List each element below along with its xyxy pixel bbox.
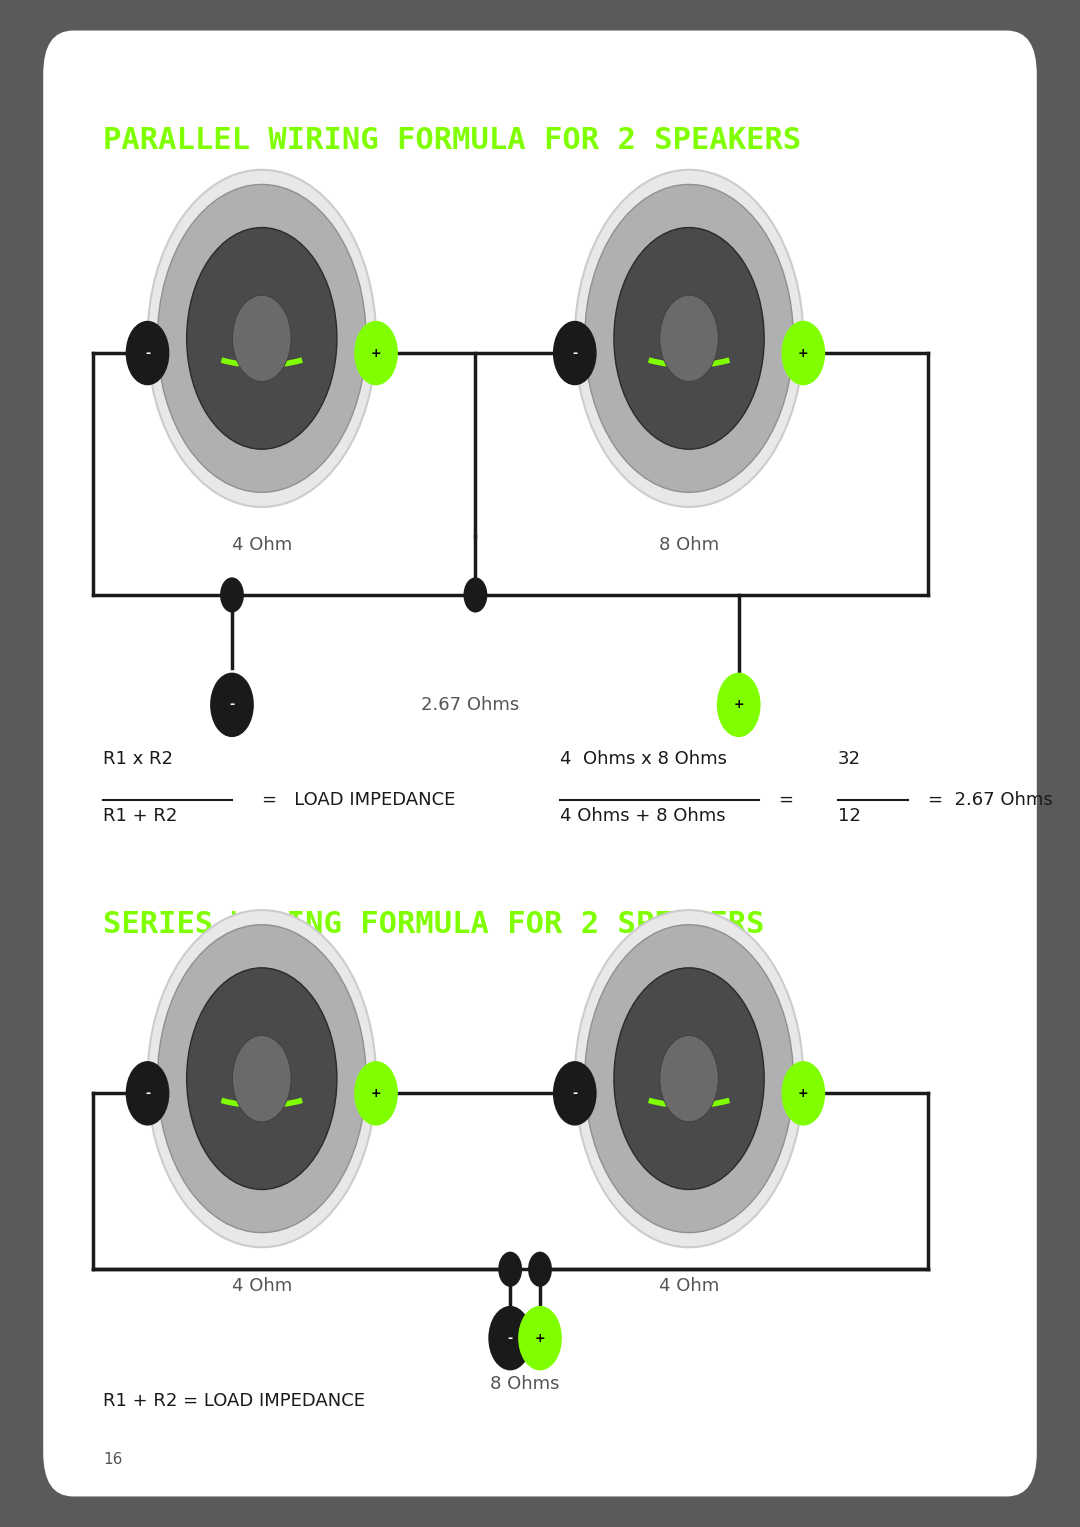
Circle shape [575, 169, 804, 507]
Circle shape [125, 1061, 170, 1125]
Text: 8 Ohms: 8 Ohms [490, 1374, 559, 1393]
Text: +: + [535, 1332, 545, 1345]
Circle shape [782, 1061, 825, 1125]
Circle shape [232, 1035, 291, 1122]
Text: 4  Ohms x 8 Ohms: 4 Ohms x 8 Ohms [559, 750, 727, 768]
Text: +: + [370, 1087, 381, 1099]
Text: =  2.67 Ohms: = 2.67 Ohms [928, 791, 1052, 809]
Text: -: - [229, 698, 234, 712]
Circle shape [518, 1306, 562, 1370]
Circle shape [354, 321, 397, 385]
Text: 12: 12 [838, 808, 861, 826]
Text: -: - [145, 347, 150, 359]
Circle shape [584, 925, 794, 1232]
Circle shape [148, 910, 376, 1248]
Text: +: + [798, 347, 809, 359]
Text: +: + [798, 1087, 809, 1099]
Circle shape [660, 1035, 718, 1122]
Text: =: = [779, 791, 794, 809]
Text: R1 + R2: R1 + R2 [103, 808, 177, 826]
Text: -: - [572, 1087, 578, 1099]
Circle shape [232, 295, 291, 382]
Text: FUSION: FUSION [257, 1046, 267, 1081]
Text: FUSION: FUSION [257, 305, 267, 341]
Circle shape [528, 1252, 552, 1287]
Circle shape [463, 577, 487, 612]
Text: 32: 32 [838, 750, 861, 768]
Circle shape [553, 321, 596, 385]
Text: 4 Ohms + 8 Ohms: 4 Ohms + 8 Ohms [559, 808, 726, 826]
Text: 2.67 Ohms: 2.67 Ohms [421, 696, 519, 713]
Text: =   LOAD IMPEDANCE: = LOAD IMPEDANCE [261, 791, 455, 809]
Circle shape [498, 1252, 522, 1287]
Circle shape [158, 925, 366, 1232]
Circle shape [553, 1061, 596, 1125]
Text: PARALLEL WIRING FORMULA FOR 2 SPEAKERS: PARALLEL WIRING FORMULA FOR 2 SPEAKERS [103, 125, 801, 154]
Circle shape [158, 185, 366, 492]
Circle shape [584, 185, 794, 492]
Text: +: + [733, 698, 744, 712]
Circle shape [187, 228, 337, 449]
Text: R1 + R2 = LOAD IMPEDANCE: R1 + R2 = LOAD IMPEDANCE [103, 1393, 365, 1409]
Circle shape [717, 672, 760, 738]
Text: 4 Ohm: 4 Ohm [232, 536, 292, 554]
Circle shape [660, 295, 718, 382]
Text: FUSION: FUSION [685, 305, 693, 341]
Circle shape [211, 672, 254, 738]
Text: R1 x R2: R1 x R2 [103, 750, 173, 768]
Text: -: - [508, 1332, 513, 1345]
Circle shape [220, 577, 244, 612]
Text: 8 Ohm: 8 Ohm [659, 536, 719, 554]
Circle shape [782, 321, 825, 385]
Text: -: - [145, 1087, 150, 1099]
Circle shape [354, 1061, 397, 1125]
Circle shape [148, 169, 376, 507]
Text: 4 Ohm: 4 Ohm [232, 1277, 292, 1295]
Text: 16: 16 [103, 1452, 122, 1467]
Text: -: - [572, 347, 578, 359]
Text: +: + [370, 347, 381, 359]
Circle shape [575, 910, 804, 1248]
Circle shape [187, 968, 337, 1190]
Circle shape [613, 228, 765, 449]
Text: FUSION: FUSION [685, 1046, 693, 1081]
Text: SERIES WIRING FORMULA FOR 2 SPEAKERS: SERIES WIRING FORMULA FOR 2 SPEAKERS [103, 910, 765, 939]
Circle shape [613, 968, 765, 1190]
Circle shape [125, 321, 170, 385]
Text: 4 Ohm: 4 Ohm [659, 1277, 719, 1295]
Circle shape [488, 1306, 532, 1370]
FancyBboxPatch shape [43, 31, 1037, 1496]
